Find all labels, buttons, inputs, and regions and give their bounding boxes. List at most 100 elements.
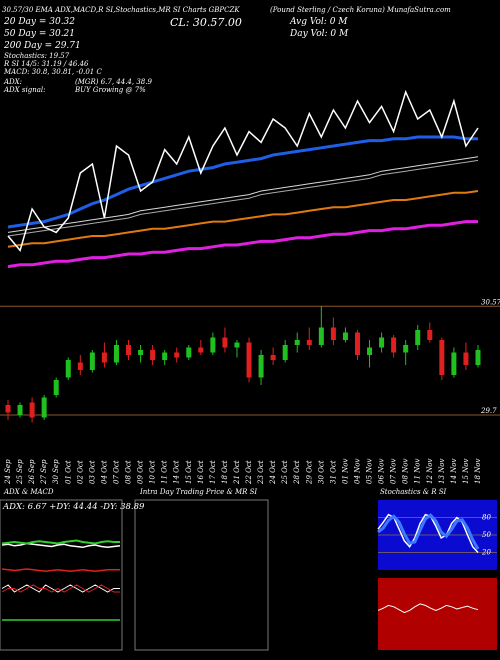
- x-tick-label: 03 Oct: [88, 460, 96, 484]
- y-tick-label: 50: [482, 531, 491, 539]
- x-tick-label: 09 Oct: [137, 460, 145, 484]
- series-line: [1, 539, 120, 545]
- x-tick-label: 26 Sep: [28, 459, 36, 485]
- x-tick-label: 30 Oct: [317, 460, 325, 484]
- x-tick-label: 17 Oct: [209, 460, 217, 484]
- close-label: CL: 30.57.00: [170, 16, 242, 29]
- x-tick-label: 04 Oct: [100, 460, 108, 484]
- x-tick-label: 07 Oct: [112, 460, 120, 484]
- y-tick-label: 30.57: [481, 298, 500, 306]
- adx-text: ADX: 6.67 +DY: 44.44 -DY: 38.89: [2, 502, 145, 512]
- series-line: [7, 135, 478, 229]
- candle-body: [342, 332, 348, 340]
- x-tick-label: 07 Nov: [390, 459, 398, 484]
- rsi-label: R SI 14/5: 31.19 / 46.46: [3, 60, 89, 68]
- x-tick-label: 15 Oct: [185, 460, 193, 484]
- series-line: [7, 156, 479, 233]
- candle-body: [77, 362, 83, 370]
- x-tick-label: 12 Nov: [426, 459, 434, 484]
- x-tick-label: 18 Nov: [474, 459, 482, 484]
- x-tick-label: 24 Sep: [4, 459, 12, 485]
- candle-body: [186, 347, 192, 358]
- x-tick-label: 08 Nov: [402, 459, 410, 484]
- candle-body: [138, 350, 144, 355]
- candle-body: [210, 337, 216, 353]
- candle-body: [354, 332, 360, 355]
- x-tick-label: 11 Oct: [161, 460, 169, 484]
- candle-body: [41, 397, 47, 418]
- x-tick-label: 25 Sep: [16, 459, 24, 485]
- x-tick-label: 10 Oct: [149, 460, 157, 484]
- candle-body: [17, 405, 23, 415]
- candle-body: [367, 347, 373, 355]
- candle-body: [270, 355, 276, 360]
- x-tick-label: 23 Oct: [257, 460, 265, 485]
- candle-body: [65, 360, 71, 378]
- adx-panel: [0, 499, 123, 651]
- candle-body: [294, 340, 300, 345]
- candle-body: [258, 355, 264, 378]
- x-tick-label: 15 Nov: [462, 459, 470, 484]
- intraday-panel: [134, 499, 269, 651]
- adx-signal-label: ADX signal:: [3, 86, 45, 94]
- panel-background: [378, 578, 497, 650]
- candle-body: [113, 345, 119, 363]
- x-tick-label: 13 Nov: [438, 459, 446, 484]
- candle-body: [101, 352, 107, 363]
- macd-label: MACD: 30.8, 30.81, -0.01 C: [3, 68, 102, 76]
- adx-signal-value: BUY Growing @ 7%: [74, 86, 146, 94]
- series-line: [7, 159, 479, 237]
- avg-vol: Avg Vol: 0 M: [289, 17, 348, 27]
- x-tick-label: 16 Oct: [197, 460, 205, 484]
- x-tick-label: 14 Oct: [173, 460, 181, 484]
- x-tick-label: 29 Oct: [305, 460, 313, 485]
- ema50-label: 50 Day = 30.21: [4, 29, 75, 39]
- candle-body: [126, 345, 132, 355]
- panel-title: ADX & MACD: [3, 488, 54, 496]
- x-tick-label: 04 Nov: [353, 459, 361, 484]
- candle-body: [282, 345, 288, 360]
- candle-body: [89, 352, 95, 370]
- x-tick-label: 31 Oct: [329, 460, 337, 484]
- y-tick-label: 80: [482, 514, 491, 522]
- series-line: [7, 220, 478, 269]
- panel-title: Stochastics & R SI: [380, 488, 447, 496]
- x-tick-label: 24 Oct: [269, 460, 277, 485]
- candle-body: [162, 352, 168, 360]
- candle-body: [427, 330, 433, 340]
- adx-label: ADX:: [3, 78, 22, 86]
- x-tick-label: 14 Nov: [450, 459, 458, 484]
- x-tick-label: 28 Oct: [293, 460, 301, 485]
- title-left: 30.57/30 EMA ADX,MACD,R SI,Stochastics,M…: [2, 6, 240, 14]
- x-tick-label: 11 Nov: [414, 459, 422, 484]
- x-tick-label: 01 Oct: [64, 460, 72, 484]
- candle-body: [53, 380, 59, 395]
- candle-body: [391, 337, 397, 353]
- candle-body: [463, 352, 469, 365]
- stochastics-label: Stochastics: 19.57: [4, 52, 70, 60]
- candle-body: [174, 352, 180, 358]
- series-line: [1, 542, 121, 549]
- x-tick-label: 01 Nov: [341, 459, 349, 484]
- series-line: [7, 89, 479, 252]
- y-tick-label: 20: [481, 549, 491, 557]
- candle-body: [330, 327, 336, 340]
- candle-body: [379, 337, 385, 348]
- candle-body: [439, 340, 445, 375]
- ema200-label: 200 Day = 29.71: [3, 41, 81, 51]
- series-line: [1, 584, 120, 593]
- x-tick-label: 08 Oct: [125, 460, 133, 484]
- x-tick-label: 18 Oct: [221, 460, 229, 484]
- candle-body: [5, 405, 11, 413]
- candle-body: [150, 350, 156, 360]
- series-line: [1, 568, 120, 573]
- candle-body: [234, 342, 240, 348]
- candle-body: [29, 402, 35, 418]
- x-tick-label: 02 Oct: [76, 460, 84, 484]
- adx-values: (MGR) 6.7, 44.4, 38.9: [75, 78, 152, 86]
- candle-body: [451, 352, 457, 375]
- day-vol: Day Vol: 0 M: [289, 29, 349, 39]
- series-line: [377, 603, 479, 614]
- x-tick-label: 30 Sep: [52, 459, 60, 484]
